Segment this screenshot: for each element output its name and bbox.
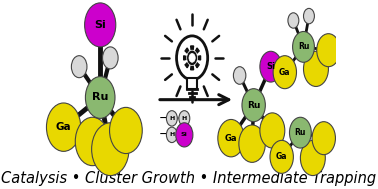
Polygon shape xyxy=(184,56,187,60)
Circle shape xyxy=(273,56,296,89)
Circle shape xyxy=(176,123,193,147)
Circle shape xyxy=(110,107,142,153)
Polygon shape xyxy=(195,48,199,53)
Circle shape xyxy=(46,103,81,151)
Polygon shape xyxy=(191,65,194,70)
Circle shape xyxy=(91,123,129,176)
Text: H: H xyxy=(169,132,175,137)
Circle shape xyxy=(270,140,293,173)
Text: Ru: Ru xyxy=(247,101,260,110)
Text: −: − xyxy=(159,112,169,125)
Circle shape xyxy=(260,113,285,148)
Text: Ga: Ga xyxy=(56,122,71,132)
Circle shape xyxy=(75,117,110,166)
Polygon shape xyxy=(195,62,199,68)
Circle shape xyxy=(304,8,314,24)
Circle shape xyxy=(85,77,115,118)
Circle shape xyxy=(179,111,190,126)
Circle shape xyxy=(71,56,87,78)
Circle shape xyxy=(301,140,325,176)
Circle shape xyxy=(85,3,116,47)
Circle shape xyxy=(242,89,265,122)
Text: H: H xyxy=(169,116,175,121)
Text: Ga: Ga xyxy=(225,134,237,143)
Text: Ru: Ru xyxy=(92,92,108,102)
Circle shape xyxy=(189,53,195,62)
Circle shape xyxy=(166,127,177,143)
Text: Ru: Ru xyxy=(298,42,309,51)
Circle shape xyxy=(239,125,265,162)
Circle shape xyxy=(317,34,340,67)
FancyBboxPatch shape xyxy=(187,78,197,89)
Circle shape xyxy=(177,36,208,80)
Text: Catalysis • Cluster Growth • Intermediate Trapping: Catalysis • Cluster Growth • Intermediat… xyxy=(2,171,376,186)
Text: Ga: Ga xyxy=(276,152,287,161)
Circle shape xyxy=(288,13,299,28)
Text: Si: Si xyxy=(266,62,275,71)
Circle shape xyxy=(218,119,244,157)
Polygon shape xyxy=(197,56,201,60)
Text: −: − xyxy=(159,128,169,141)
Circle shape xyxy=(293,32,314,62)
Polygon shape xyxy=(185,48,189,53)
Text: Si: Si xyxy=(94,20,106,30)
Text: H: H xyxy=(182,116,187,121)
Circle shape xyxy=(166,111,177,126)
Circle shape xyxy=(187,50,198,66)
Text: Si: Si xyxy=(181,132,188,137)
Circle shape xyxy=(102,47,118,69)
Polygon shape xyxy=(185,62,189,68)
Circle shape xyxy=(304,51,328,87)
Circle shape xyxy=(290,117,311,148)
Circle shape xyxy=(312,122,335,155)
Text: Ru: Ru xyxy=(295,128,306,137)
Polygon shape xyxy=(191,46,194,50)
Text: Ga: Ga xyxy=(279,68,291,77)
Circle shape xyxy=(233,67,246,84)
Circle shape xyxy=(260,51,282,82)
